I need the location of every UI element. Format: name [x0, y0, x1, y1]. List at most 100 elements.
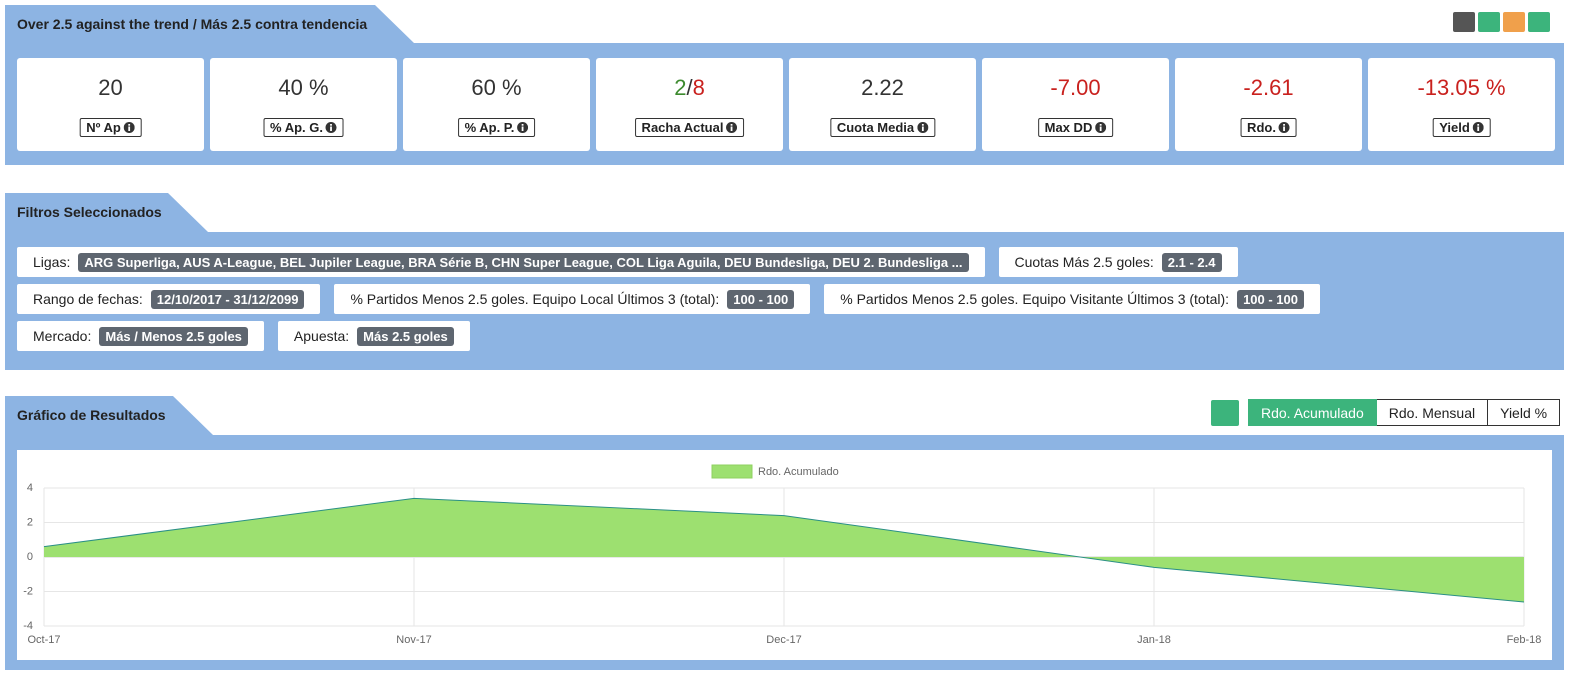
x-tick-label: Jan-18: [1137, 634, 1171, 646]
chart-mode-buttons: Rdo. Acumulado Rdo. Mensual Yield %: [1248, 399, 1561, 426]
stat-value: 2.22: [861, 75, 904, 100]
filter-label: Rango de fechas:: [33, 291, 143, 307]
filter-value: ARG Superliga, AUS A-League, BEL Jupiler…: [78, 252, 969, 272]
info-icon[interactable]: [123, 122, 135, 133]
stat-cards: 20 Nº Ap 40 % % Ap. G. 60 % % Ap. P. 2/8 Racha …: [17, 58, 1555, 151]
stat-label: Cuota Media: [829, 118, 936, 137]
stat-label: Yield: [1432, 118, 1491, 137]
filter-chip: % Partidos Menos 2.5 goles. Equipo Local…: [334, 284, 811, 314]
stat-card: 2.22 Cuota Media: [789, 58, 976, 151]
stat-label-text: Max DD: [1044, 120, 1093, 135]
stat-value: 2/8: [596, 75, 783, 101]
filter-row: Ligas: ARG Superliga, AUS A-League, BEL J…: [17, 247, 1320, 277]
x-tick-label: Oct-17: [27, 634, 60, 646]
y-tick-label: -2: [23, 585, 33, 597]
stat-value: -2.61: [1243, 75, 1294, 100]
legend-swatch: [711, 464, 753, 479]
stat-label: Nº Ap: [79, 118, 142, 137]
x-tick-label: Nov-17: [396, 634, 431, 646]
filter-row: Mercado: Más / Menos 2.5 goles Apuesta: Más…: [17, 321, 1320, 351]
stat-card: -2.61 Rdo.: [1175, 58, 1362, 151]
info-icon[interactable]: [325, 122, 337, 133]
section-title: Gráfico de Resultados: [17, 407, 166, 423]
y-tick-label: -4: [23, 620, 33, 632]
y-tick-label: 4: [27, 482, 33, 494]
legend-label: Rdo. Acumulado: [758, 466, 839, 478]
info-icon[interactable]: [917, 122, 929, 133]
filter-label: Mercado:: [33, 328, 92, 344]
stat-card: -13.05 % Yield: [1368, 58, 1555, 151]
stat-label-text: Racha Actual: [641, 120, 724, 135]
filter-chip: Cuotas Más 2.5 goles: 2.1 - 2.4: [998, 247, 1238, 277]
y-tick-label: 2: [27, 516, 33, 528]
chart-download-button[interactable]: [1211, 400, 1239, 426]
stat-card: -7.00 Max DD: [982, 58, 1169, 151]
y-tick-label: 0: [27, 551, 33, 563]
stat-label-text: Yield: [1439, 120, 1470, 135]
filter-label: % Partidos Menos 2.5 goles. Equipo Visit…: [840, 291, 1230, 307]
stat-value: 60 %: [471, 75, 522, 100]
info-icon[interactable]: [1278, 122, 1290, 133]
stat-value: 40 %: [278, 75, 329, 100]
filter-label: % Partidos Menos 2.5 goles. Equipo Local…: [350, 291, 720, 307]
email-button[interactable]: [1528, 12, 1550, 32]
chart-tab: Gráfico de Resultados: [5, 396, 213, 435]
stat-card: 20 Nº Ap: [17, 58, 204, 151]
page-title: Over 2.5 against the trend / Más 2.5 con…: [17, 16, 368, 32]
line: [43, 497, 1525, 603]
chart-mode-button[interactable]: Yield %: [1488, 399, 1561, 426]
chart-mode-button[interactable]: Rdo. Acumulado: [1248, 399, 1377, 426]
filter-label: Apuesta:: [293, 328, 350, 344]
filter-value: 12/10/2017 - 31/12/2099: [150, 289, 305, 309]
stat-label: % Ap. P.: [457, 118, 536, 137]
stat-value-part: 2: [674, 75, 687, 100]
filter-chip: Apuesta: Más 2.5 goles: [277, 321, 470, 351]
stat-label-text: % Ap. P.: [464, 120, 515, 135]
filter-row: Rango de fechas: 12/10/2017 - 31/12/2099%…: [17, 284, 1320, 314]
filter-value: 2.1 - 2.4: [1161, 252, 1222, 272]
filter-label: Cuotas Más 2.5 goles:: [1014, 254, 1154, 270]
info-icon[interactable]: [517, 122, 529, 133]
x-tick-label: Feb-18: [1507, 634, 1542, 646]
filter-label: Ligas:: [33, 254, 71, 270]
stat-label-text: Cuota Media: [836, 120, 915, 135]
stat-label-text: % Ap. G.: [270, 120, 323, 135]
filter-chip: Ligas: ARG Superliga, AUS A-League, BEL J…: [17, 247, 985, 277]
section-title: Filtros Seleccionados: [17, 204, 162, 220]
stat-value-part: /: [686, 75, 693, 100]
info-icon[interactable]: [726, 122, 738, 133]
share-button[interactable]: [1503, 12, 1525, 32]
stat-card: 60 % % Ap. P.: [403, 58, 590, 151]
stat-label: % Ap. G.: [263, 118, 344, 137]
stat-value-part: 8: [692, 75, 705, 100]
info-icon[interactable]: [1095, 122, 1107, 133]
stat-label-text: Rdo.: [1247, 120, 1276, 135]
area: [44, 498, 1524, 603]
stat-card: 2/8 Racha Actual: [596, 58, 783, 151]
stat-label: Racha Actual: [634, 118, 745, 137]
info-icon[interactable]: [1472, 122, 1484, 133]
stat-value: -13.05 %: [1417, 75, 1506, 100]
x-tick-label: Dec-17: [766, 634, 801, 646]
stat-label: Max DD: [1037, 118, 1114, 137]
filter-chip: % Partidos Menos 2.5 goles. Equipo Visit…: [824, 284, 1320, 314]
filter-value: 100 - 100: [727, 289, 795, 309]
filter-value: Más 2.5 goles: [357, 326, 454, 346]
stat-label-text: Nº Ap: [86, 120, 121, 135]
filter-value: Más / Menos 2.5 goles: [99, 326, 248, 346]
filters-panel: Ligas: ARG Superliga, AUS A-League, BEL J…: [5, 232, 1564, 370]
stat-value: 20: [98, 75, 123, 100]
stat-value: -7.00: [1050, 75, 1101, 100]
stats-panel: 20 Nº Ap 40 % % Ap. G. 60 % % Ap. P. 2/8 Racha …: [5, 43, 1564, 165]
filters-tab: Filtros Seleccionados: [5, 193, 208, 232]
copy-button[interactable]: [1453, 12, 1475, 32]
filter-chip: Rango de fechas: 12/10/2017 - 31/12/2099: [17, 284, 321, 314]
filter-chip: Mercado: Más / Menos 2.5 goles: [17, 321, 264, 351]
filter-rows: Ligas: ARG Superliga, AUS A-League, BEL J…: [17, 247, 1320, 358]
stat-label: Rdo.: [1240, 118, 1297, 137]
download-button[interactable]: [1478, 12, 1500, 32]
header-tab: Over 2.5 against the trend / Más 2.5 con…: [5, 5, 415, 44]
chart-mode-button[interactable]: Rdo. Mensual: [1376, 399, 1489, 426]
